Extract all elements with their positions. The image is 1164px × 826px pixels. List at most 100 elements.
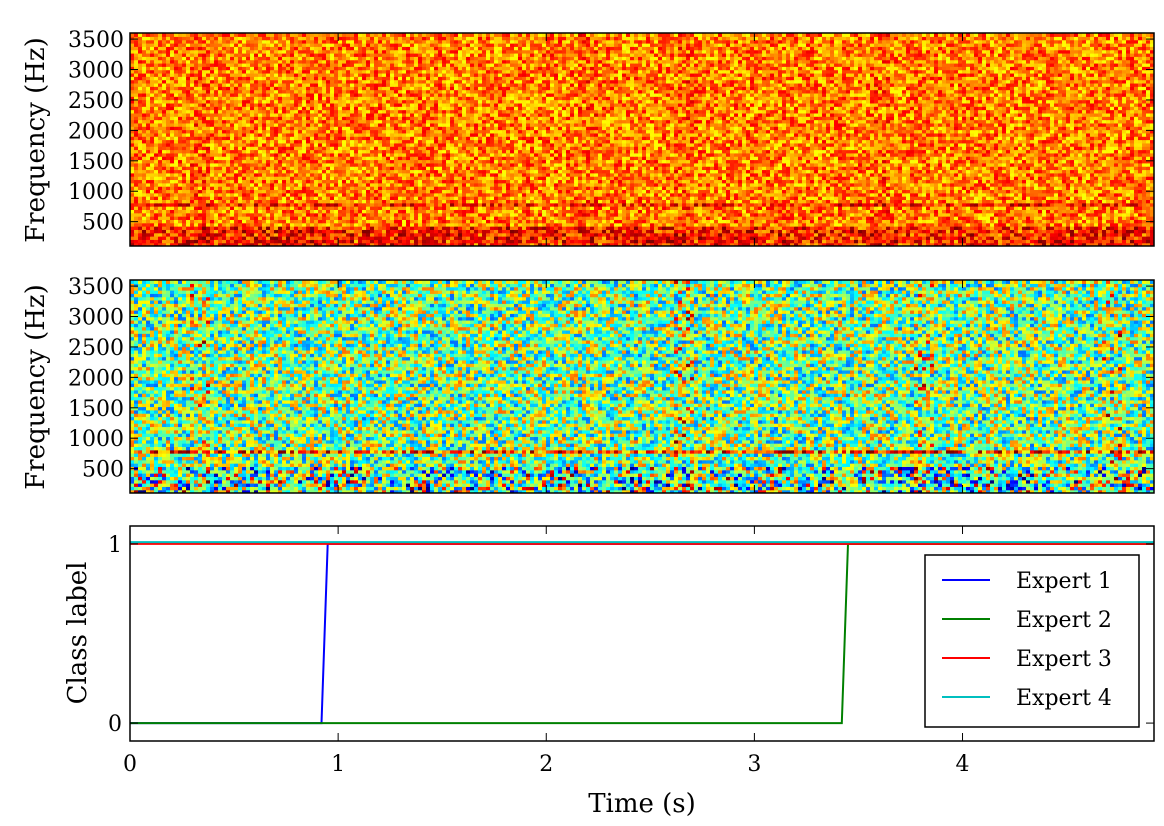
heatmap-cell	[1066, 212, 1071, 217]
heatmap-cell	[1070, 209, 1075, 214]
heatmap-cell	[498, 236, 503, 240]
heatmap-cell	[914, 226, 919, 230]
heatmap-cell	[726, 222, 731, 227]
heatmap-cell	[578, 212, 583, 217]
heatmap-cell	[562, 219, 567, 224]
heatmap-cell	[690, 216, 695, 220]
heatmap-cell	[1042, 212, 1047, 217]
heatmap-cell	[894, 209, 899, 214]
heatmap-cell	[742, 219, 747, 224]
heatmap-cell	[1074, 222, 1079, 227]
heatmap-cell	[430, 232, 435, 237]
heatmap-cell	[834, 229, 839, 234]
heatmap-cell	[350, 232, 355, 237]
heatmap-cell	[1110, 239, 1115, 244]
heatmap-cell	[462, 202, 467, 207]
heatmap-cell	[530, 222, 535, 227]
heatmap-cell	[374, 209, 379, 214]
heatmap-cell	[470, 216, 475, 220]
heatmap-cell	[490, 219, 495, 224]
heatmap-cell	[802, 206, 807, 210]
heatmap-cell	[602, 212, 607, 217]
heatmap-cell	[334, 222, 339, 227]
heatmap-cell	[290, 239, 295, 244]
heatmap-cell	[246, 236, 251, 240]
heatmap-cell	[742, 232, 747, 237]
heatmap-cell	[798, 229, 803, 234]
heatmap-cell	[418, 232, 423, 237]
heatmap-cell	[258, 229, 263, 234]
heatmap-cell	[362, 202, 367, 207]
heatmap-cell	[506, 222, 511, 227]
heatmap-cell	[786, 209, 791, 214]
heatmap-cell	[546, 236, 551, 240]
heatmap-cell	[246, 229, 251, 234]
heatmap-cell	[926, 232, 931, 237]
heatmap-cell	[274, 229, 279, 234]
heatmap-cell	[666, 219, 671, 224]
heatmap-cell	[438, 212, 443, 217]
heatmap-cell	[1094, 229, 1099, 234]
heatmap-cell	[702, 216, 707, 220]
heatmap-cell	[250, 219, 255, 224]
heatmap-cell	[1026, 239, 1031, 244]
heatmap-cell	[254, 226, 259, 230]
heatmap-cell	[686, 212, 691, 217]
heatmap-cell	[818, 236, 823, 240]
heatmap-cell	[190, 232, 195, 237]
heatmap-cell	[498, 206, 503, 210]
heatmap-cell	[566, 206, 571, 210]
heatmap-cell	[270, 239, 275, 244]
heatmap-cell	[390, 206, 395, 210]
heatmap-cell	[246, 206, 251, 210]
heatmap-cell	[630, 209, 635, 214]
heatmap-cell	[266, 226, 271, 230]
heatmap-cell	[1150, 236, 1154, 240]
heatmap-cell	[1026, 232, 1031, 237]
heatmap-cell	[762, 229, 767, 234]
heatmap-cell	[598, 209, 603, 214]
heatmap-cell	[630, 242, 635, 246]
heatmap-cell	[934, 209, 939, 214]
heatmap-cell	[190, 229, 195, 234]
heatmap-cell	[978, 232, 983, 237]
heatmap-cell	[1150, 232, 1154, 237]
heatmap-cell	[542, 229, 547, 234]
heatmap-cell	[234, 202, 239, 207]
heatmap-cell	[1130, 222, 1135, 227]
heatmap-cell	[930, 229, 935, 234]
heatmap-cell	[966, 212, 971, 217]
heatmap-cell	[594, 222, 599, 227]
heatmap-cell	[1010, 222, 1015, 227]
heatmap-cell	[722, 209, 727, 214]
heatmap-cell	[494, 202, 499, 207]
heatmap-cell	[334, 226, 339, 230]
heatmap-cell	[554, 236, 559, 240]
heatmap-cell	[350, 206, 355, 210]
heatmap-cell	[306, 202, 311, 207]
heatmap-cell	[894, 239, 899, 244]
heatmap-cell	[1022, 212, 1027, 217]
heatmap-cell	[1034, 242, 1039, 246]
heatmap-cell	[294, 206, 299, 210]
heatmap-cell	[442, 202, 447, 207]
heatmap-cell	[238, 232, 243, 237]
heatmap-cell	[306, 209, 311, 214]
heatmap-cell	[422, 206, 427, 210]
heatmap-cell	[214, 242, 219, 246]
heatmap-cell	[762, 222, 767, 227]
heatmap-cell	[390, 209, 395, 214]
heatmap-cell	[466, 229, 471, 234]
heatmap-cell	[834, 239, 839, 244]
heatmap-cell	[594, 226, 599, 230]
heatmap-cell	[670, 206, 675, 210]
heatmap-cell	[1074, 236, 1079, 240]
heatmap-cell	[142, 216, 147, 220]
heatmap-cell	[658, 236, 663, 240]
heatmap-cell	[402, 212, 407, 217]
heatmap-cell	[242, 236, 247, 240]
heatmap-cell	[470, 239, 475, 244]
heatmap-cell	[678, 236, 683, 240]
heatmap-cell	[434, 209, 439, 214]
heatmap-cell	[962, 242, 967, 246]
